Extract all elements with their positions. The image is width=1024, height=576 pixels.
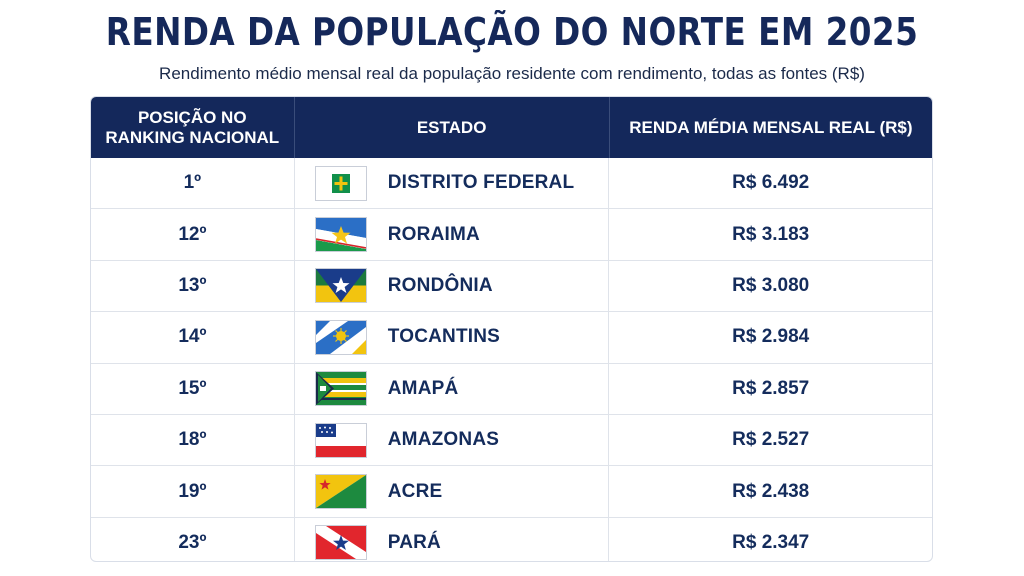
state-cell: RORAIMA <box>295 209 610 260</box>
state-name: PARÁ <box>387 531 441 553</box>
table-row: 18º AMAZONAS R$ 2. <box>91 413 932 466</box>
rank-cell: 15º <box>91 363 295 414</box>
table-row: 12º RORAIMA R$ 3.183 <box>91 208 932 260</box>
state-name: TOCANTINS <box>387 326 501 348</box>
state-cell: DISTRITO FEDERAL <box>295 158 610 209</box>
income-cell: R$ 6.492 <box>732 172 810 194</box>
state-name: RORAIMA <box>387 223 480 245</box>
page-subtitle: Rendimento médio mensal real da populaçã… <box>159 64 865 83</box>
acre-flag-icon <box>314 474 367 510</box>
roraima-flag-icon <box>314 217 367 253</box>
state-name: ACRE <box>387 480 443 502</box>
table-row: 23º PARÁ R$ 2.347 <box>91 516 932 561</box>
income-cell: R$ 3.080 <box>732 274 810 296</box>
rondonia-flag-icon <box>314 268 367 304</box>
income-cell: R$ 2.984 <box>732 326 810 348</box>
income-cell: R$ 2.438 <box>732 480 810 502</box>
header-rank-label: POSIÇÃO NO RANKING NACIONAL <box>105 107 280 147</box>
table-row: 19º ACRE R$ 2.438 <box>91 465 932 517</box>
table-row: 13º RONDÔNIA R$ 3.080 <box>91 259 932 312</box>
table-row: 15º AMAPÁ R$ 2.857 <box>91 362 932 414</box>
table-header: POSIÇÃO NO RANKING NACIONAL ESTADO RENDA… <box>91 97 932 158</box>
amazonas-flag-icon <box>314 422 367 458</box>
state-cell: AMAZONAS <box>295 414 610 466</box>
state-cell: ACRE <box>295 466 610 517</box>
rank-cell: 13º <box>91 260 295 312</box>
state-cell: TOCANTINS <box>295 312 610 363</box>
amapa-flag-icon <box>314 371 367 407</box>
rank-cell: 12º <box>91 209 295 260</box>
state-name: AMAZONAS <box>387 429 500 451</box>
page-title: RENDA DA POPULAÇÃO DO NORTE EM 2025 <box>105 10 919 54</box>
income-cell: R$ 3.183 <box>732 223 810 245</box>
tocantins-flag-icon <box>314 319 367 355</box>
table-row: 14º TOCANTINS <box>91 311 932 363</box>
state-name: AMAPÁ <box>387 377 459 399</box>
state-cell: RONDÔNIA <box>295 260 610 312</box>
state-name: DISTRITO FEDERAL <box>387 172 575 194</box>
header-state: ESTADO <box>295 97 610 158</box>
rank-cell: 19º <box>91 466 295 517</box>
table-body: 1º DISTRITO FEDERAL R$ 6.492 12º <box>91 158 932 561</box>
header-state-label: ESTADO <box>416 117 487 137</box>
rank-cell: 14º <box>91 312 295 363</box>
income-cell: R$ 2.527 <box>732 429 810 451</box>
state-cell: PARÁ <box>295 517 610 561</box>
rank-cell: 23º <box>91 517 295 561</box>
rank-cell: 18º <box>91 414 295 466</box>
state-name: RONDÔNIA <box>387 274 493 296</box>
para-flag-icon <box>314 525 367 561</box>
state-cell: AMAPÁ <box>295 363 610 414</box>
table-row: 1º DISTRITO FEDERAL R$ 6.492 <box>91 158 932 209</box>
distrito-federal-flag-icon <box>314 165 367 201</box>
rank-cell: 1º <box>91 158 295 209</box>
income-cell: R$ 2.347 <box>732 531 810 553</box>
header-income: RENDA MÉDIA MENSAL REAL (R$) <box>610 97 932 158</box>
income-table: POSIÇÃO NO RANKING NACIONAL ESTADO RENDA… <box>90 96 933 562</box>
header-income-label: RENDA MÉDIA MENSAL REAL (R$) <box>629 117 913 137</box>
income-cell: R$ 2.857 <box>732 377 810 399</box>
header-rank: POSIÇÃO NO RANKING NACIONAL <box>91 97 295 158</box>
